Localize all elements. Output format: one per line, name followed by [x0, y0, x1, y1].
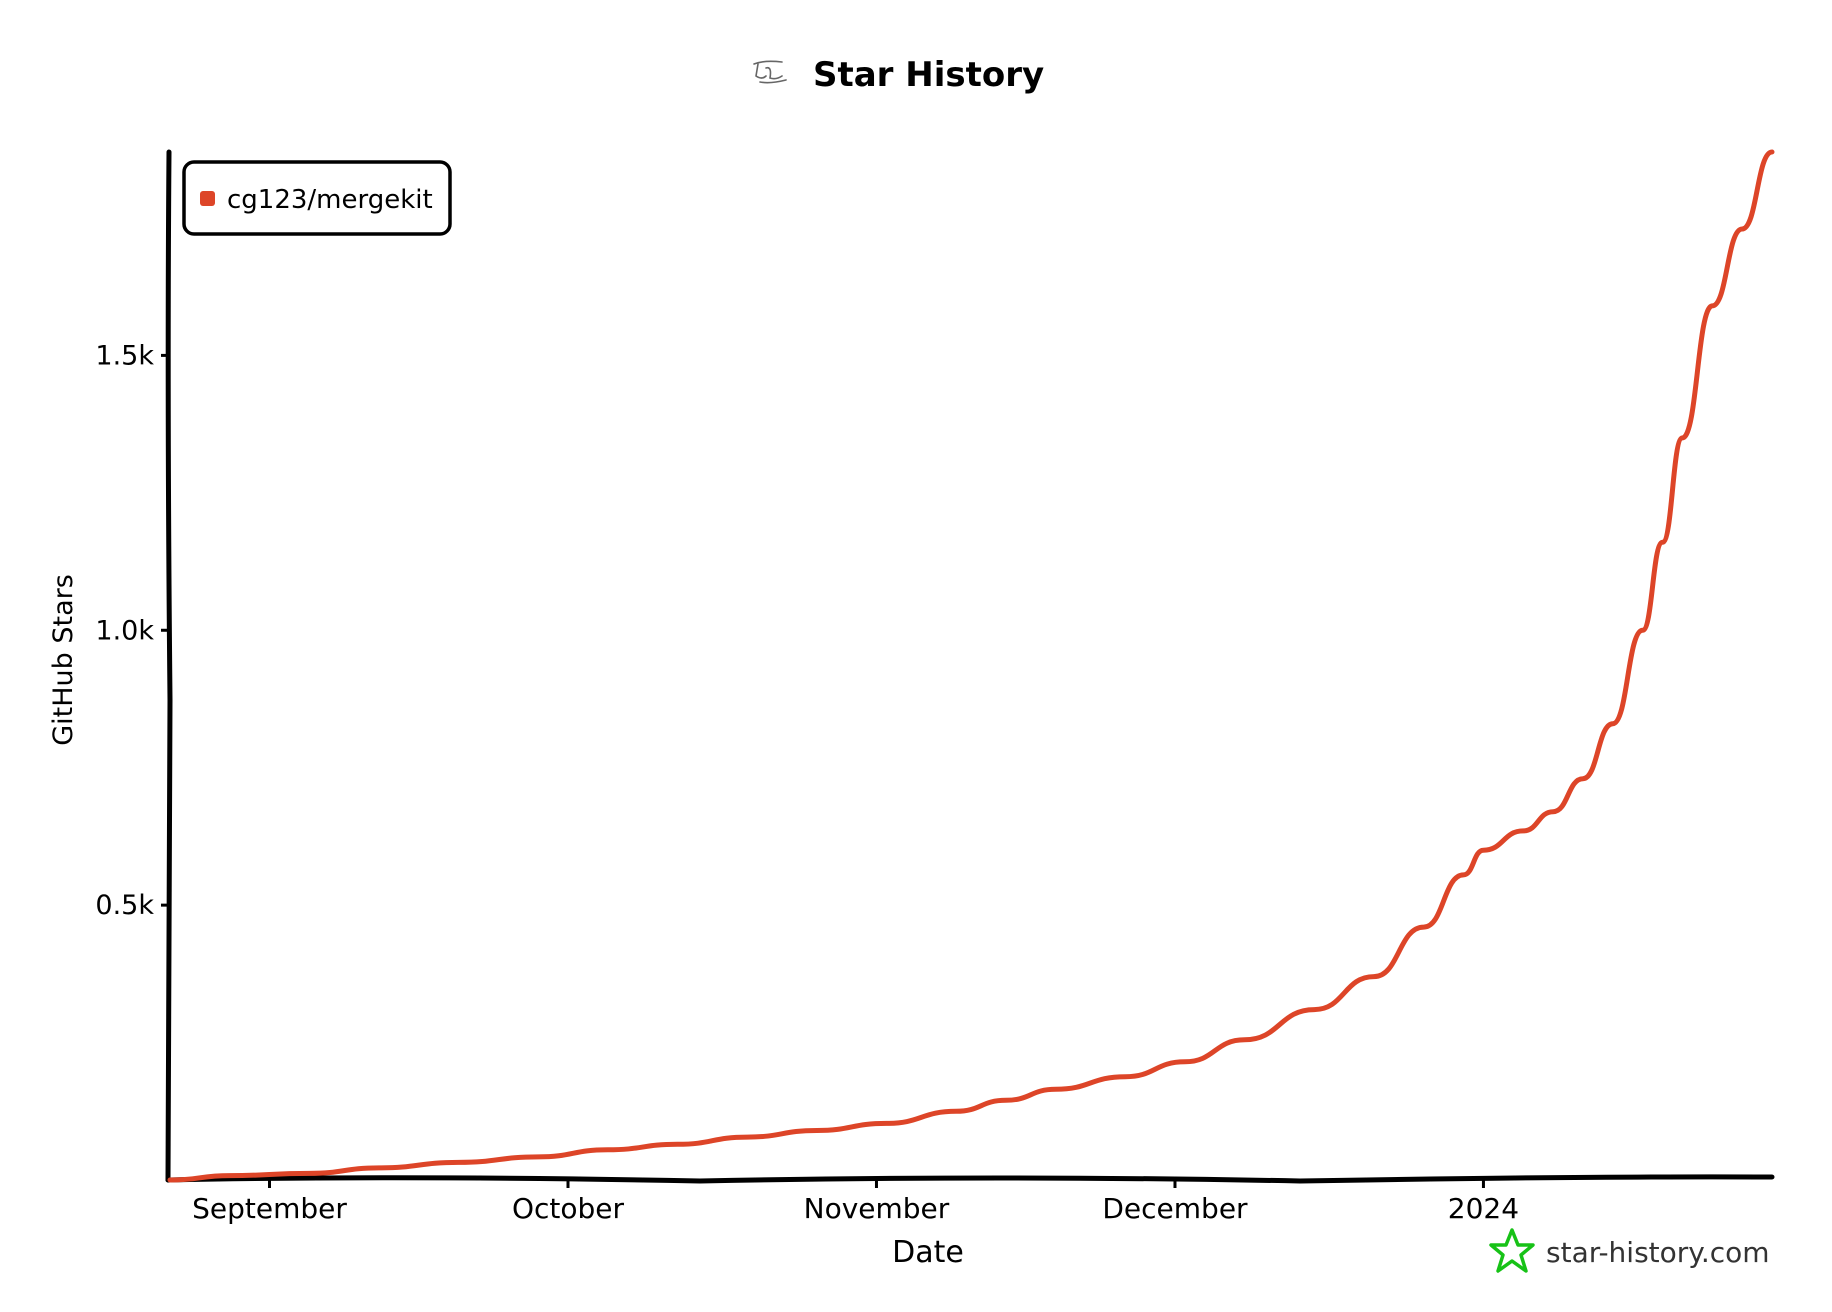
y-axis-line [165, 149, 173, 1183]
y-tick-label: 0.5k [95, 890, 154, 921]
chart-title-group: Star History [753, 55, 1044, 95]
y-axis-label: GitHub Stars [48, 574, 79, 746]
brand-text: star-history.com [1546, 1236, 1770, 1269]
x-tick-label: October [512, 1192, 625, 1225]
legend: cg123/mergekit [182, 160, 452, 236]
axes [165, 149, 1775, 1184]
legend-label: cg123/mergekit [227, 185, 433, 215]
series-layer [167, 149, 1775, 1183]
x-tick-label: September [192, 1192, 347, 1225]
chart-title: Star History [813, 55, 1044, 95]
y-tick-label: 1.5k [95, 340, 154, 371]
x-axis-label: Date [892, 1235, 964, 1270]
series-line-cg123-mergekit [167, 149, 1775, 1183]
x-axis-ticks: September October November December 2024 [192, 1180, 1519, 1225]
y-axis-ticks: 0.5k 1.0k 1.5k [95, 340, 170, 921]
brand-watermark: star-history.com [1489, 1228, 1770, 1273]
github-icon [753, 60, 787, 84]
x-tick-label: December [1102, 1192, 1248, 1225]
x-axis-line [165, 1174, 1775, 1184]
legend-box [182, 160, 452, 236]
x-tick-label: November [804, 1192, 950, 1225]
x-tick-label: 2024 [1448, 1192, 1519, 1225]
y-tick-label: 1.0k [95, 615, 154, 646]
legend-swatch [200, 191, 215, 206]
star-icon [1489, 1228, 1535, 1273]
